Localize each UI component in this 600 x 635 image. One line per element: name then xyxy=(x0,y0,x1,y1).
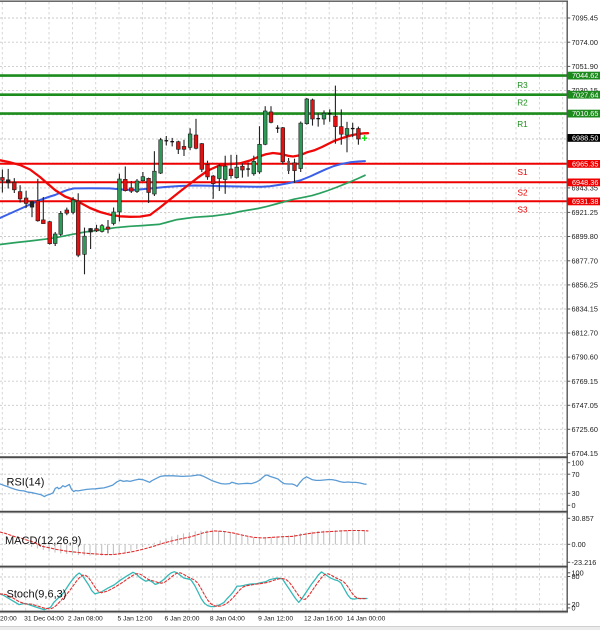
svg-text:6790.60: 6790.60 xyxy=(572,353,598,362)
svg-text:7051.90: 7051.90 xyxy=(572,62,598,71)
svg-text:R3: R3 xyxy=(517,81,528,90)
svg-text:6769.15: 6769.15 xyxy=(572,377,598,386)
svg-text:6931.38: 6931.38 xyxy=(572,197,598,206)
svg-text:100: 100 xyxy=(572,458,584,467)
svg-text:S2: S2 xyxy=(517,188,527,197)
svg-text:5 Jan 12:00: 5 Jan 12:00 xyxy=(118,615,153,622)
svg-text:6747.05: 6747.05 xyxy=(572,401,598,410)
svg-text:6877.70: 6877.70 xyxy=(572,256,598,265)
svg-text:6725.60: 6725.60 xyxy=(572,425,598,434)
svg-text:30: 30 xyxy=(572,489,580,498)
svg-text:Stoch(9,6,3): Stoch(9,6,3) xyxy=(7,589,67,601)
svg-text:6948.36: 6948.36 xyxy=(572,178,598,187)
svg-text:S1: S1 xyxy=(517,168,527,177)
svg-text:14 Jan 00:00: 14 Jan 00:00 xyxy=(347,615,386,622)
svg-text:7027.64: 7027.64 xyxy=(572,90,598,99)
svg-text:7074.00: 7074.00 xyxy=(572,38,598,47)
svg-text:RSI(14): RSI(14) xyxy=(7,477,45,489)
svg-text:12 Jan 16:00: 12 Jan 16:00 xyxy=(304,615,343,622)
svg-text:2 Jan 08:00: 2 Jan 08:00 xyxy=(68,615,103,622)
svg-text:0.00: 0.00 xyxy=(572,540,586,549)
svg-text:6856.25: 6856.25 xyxy=(572,281,598,290)
svg-text:6704.15: 6704.15 xyxy=(572,449,598,458)
svg-text:7044.62: 7044.62 xyxy=(572,71,598,80)
svg-text:7095.45: 7095.45 xyxy=(572,14,598,23)
svg-text:8 Jan 04:00: 8 Jan 04:00 xyxy=(210,615,245,622)
svg-text:R1: R1 xyxy=(517,120,528,129)
svg-text:6899.80: 6899.80 xyxy=(572,232,598,241)
svg-text:70: 70 xyxy=(572,470,580,479)
svg-text:80: 80 xyxy=(572,572,580,581)
svg-text:6812.70: 6812.70 xyxy=(572,329,598,338)
svg-text:S3: S3 xyxy=(517,206,527,215)
svg-text:30.857: 30.857 xyxy=(572,514,594,523)
svg-text:6965.35: 6965.35 xyxy=(572,160,598,169)
svg-text:0: 0 xyxy=(572,604,576,613)
svg-text:-23.216: -23.216 xyxy=(572,558,597,567)
svg-text:6 Jan 20:00: 6 Jan 20:00 xyxy=(165,615,200,622)
svg-text:6988.50: 6988.50 xyxy=(572,134,598,143)
svg-text:20:00: 20:00 xyxy=(0,615,17,622)
svg-text:9 Jan 12:00: 9 Jan 12:00 xyxy=(258,615,293,622)
svg-text:MACD(12,26,9): MACD(12,26,9) xyxy=(5,535,81,547)
svg-text:7010.65: 7010.65 xyxy=(572,109,598,118)
svg-text:6834.15: 6834.15 xyxy=(572,305,598,314)
svg-text:R2: R2 xyxy=(517,99,528,108)
svg-text:31 Dec 04:00: 31 Dec 04:00 xyxy=(24,615,64,622)
svg-text:0: 0 xyxy=(572,501,576,510)
svg-text:6921.25: 6921.25 xyxy=(572,208,598,217)
